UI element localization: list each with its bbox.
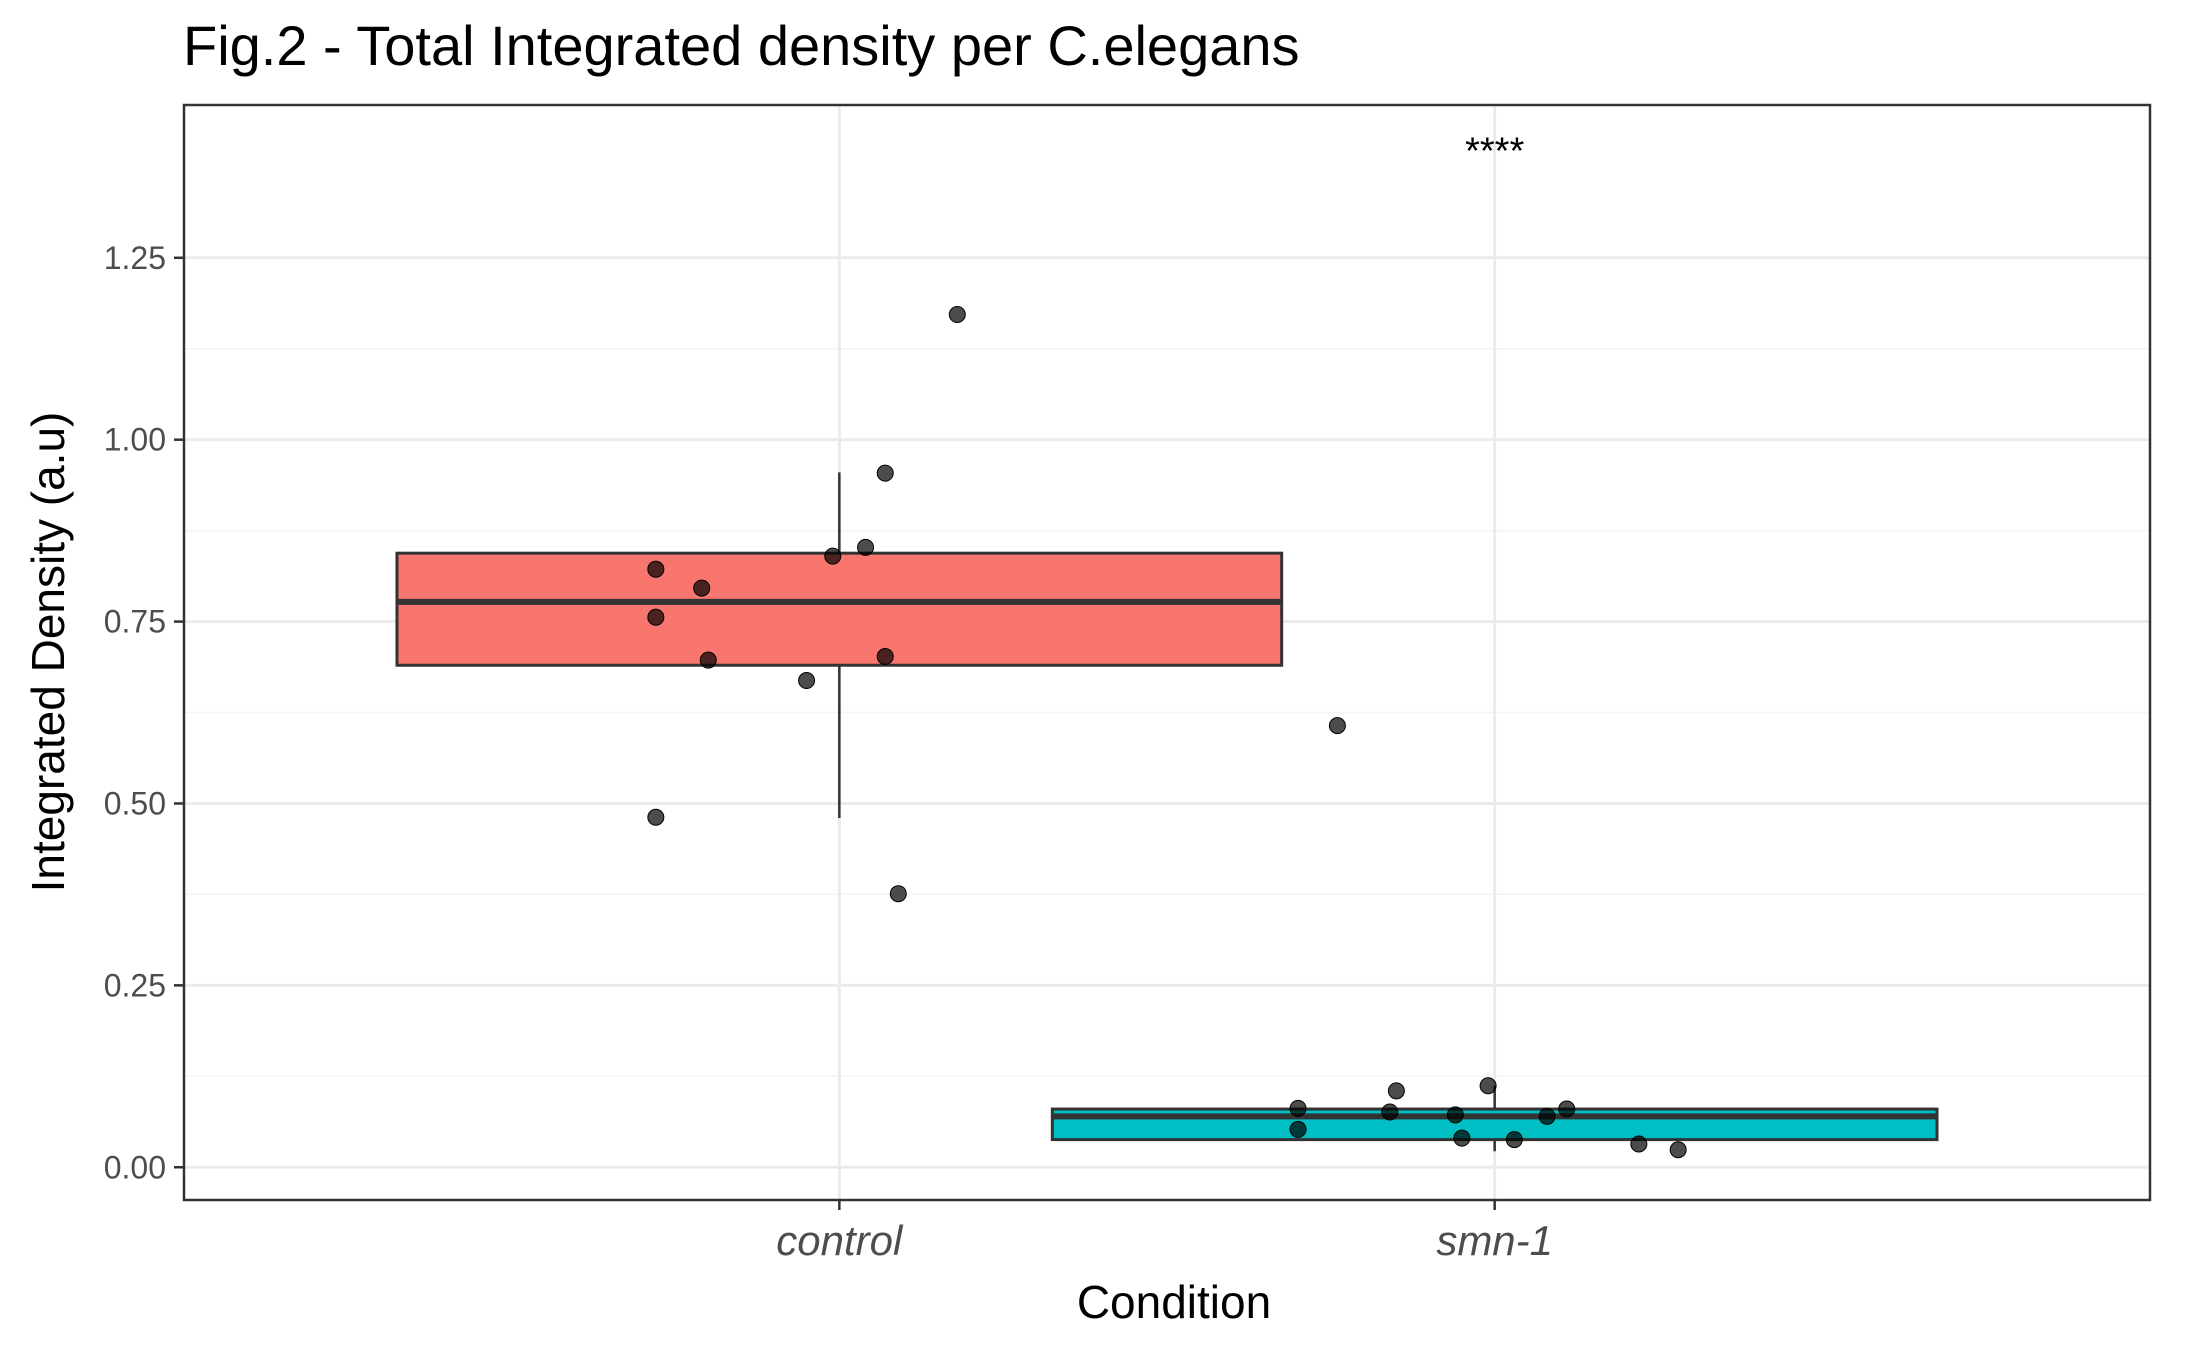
y-tick-label: 0.00 [104,1149,166,1185]
box-control [395,551,1284,667]
data-point-control [948,306,966,324]
data-point-control [699,651,717,669]
data-point-control [798,672,816,690]
data-point-control [693,579,711,597]
data-point-control [647,560,665,578]
x-tick-label-control: control [776,1217,904,1264]
data-point-smn-1 [1381,1103,1399,1121]
y-axis-title: Integrated Density (a.u) [22,412,74,893]
box-layer [395,472,1939,1152]
data-point-smn-1 [1289,1099,1307,1117]
y-tick-label: 0.50 [104,785,166,821]
chart-title: Fig.2 - Total Integrated density per C.e… [183,14,1300,77]
data-point-smn-1 [1328,717,1346,735]
data-point-control [857,538,875,556]
x-tick-label-smn-1: smn-1 [1436,1217,1553,1264]
data-point-control [876,464,894,482]
data-point-smn-1 [1505,1131,1523,1149]
data-point-control [876,648,894,666]
data-point-smn-1 [1669,1141,1687,1159]
plot-panel-border [182,103,2152,1202]
annotation-layer: **** [1465,130,1524,172]
data-point-control [647,608,665,626]
data-point-control [824,547,842,565]
data-point-smn-1 [1630,1135,1648,1153]
data-point-smn-1 [1538,1107,1556,1125]
data-point-control [647,808,665,826]
significance-label: **** [1465,130,1524,172]
axis-layer: 0.00 0.25 0.50 0.75 1.00 1.25 control smn-1 [104,240,1553,1264]
data-point-smn-1 [1453,1129,1471,1147]
data-point-smn-1 [1289,1120,1307,1138]
data-point-smn-1 [1387,1082,1405,1100]
y-tick-label: 1.25 [104,240,166,276]
data-point-control [889,885,907,903]
x-axis-title: Condition [1077,1276,1271,1328]
point-layer [647,306,1687,1159]
data-point-smn-1 [1479,1077,1497,1095]
y-tick-label: 0.75 [104,604,166,640]
y-tick-label: 0.25 [104,967,166,1003]
data-point-smn-1 [1558,1100,1576,1118]
data-point-smn-1 [1446,1106,1464,1124]
y-tick-label: 1.00 [104,422,166,458]
